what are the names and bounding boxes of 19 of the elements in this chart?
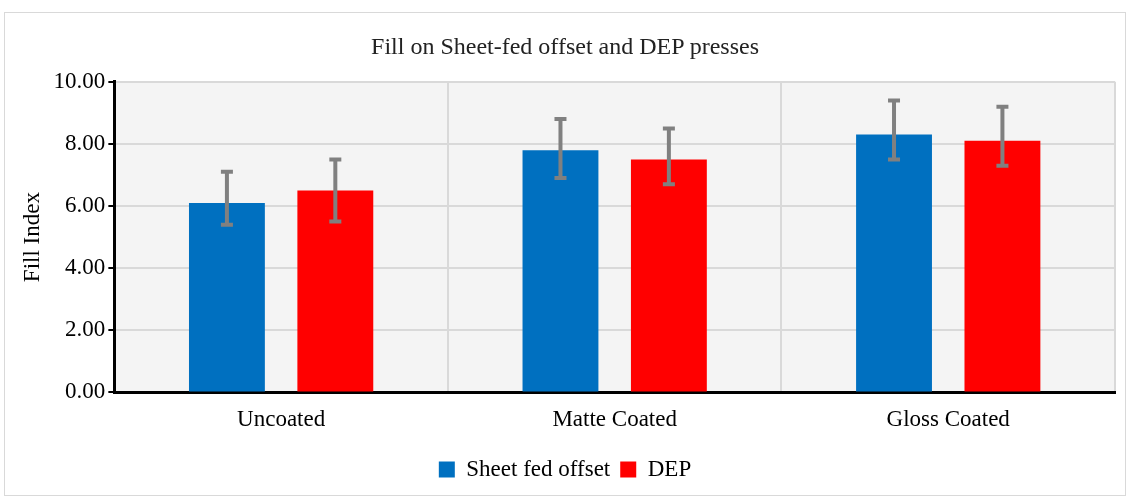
- x-tick-label: Matte Coated: [552, 406, 678, 432]
- y-axis-title: Fill Index: [18, 191, 44, 283]
- legend-label: Sheet fed offset: [466, 455, 611, 481]
- y-tick-label: 10.00: [53, 67, 106, 93]
- x-tick-label: Gloss Coated: [886, 406, 1011, 432]
- y-tick-label: 6.00: [65, 192, 106, 218]
- bar: [964, 140, 1041, 392]
- bar: [522, 150, 599, 392]
- y-tick-label: 4.00: [65, 254, 106, 280]
- bar: [188, 202, 265, 392]
- chart-title: Fill on Sheet-fed offset and DEP presses: [371, 32, 759, 59]
- bar: [297, 190, 374, 392]
- y-tick-label: 8.00: [65, 129, 106, 155]
- legend-label: DEP: [647, 455, 692, 481]
- bar: [856, 134, 932, 392]
- y-tick-label: 0.00: [65, 378, 106, 404]
- y-tick-label: 2.00: [65, 316, 106, 342]
- bar: [630, 159, 707, 392]
- x-tick-label: Uncoated: [237, 406, 326, 432]
